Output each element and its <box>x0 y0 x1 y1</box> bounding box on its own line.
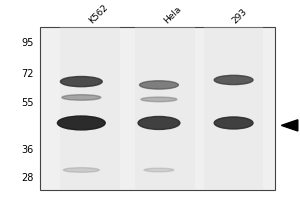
Ellipse shape <box>62 95 101 100</box>
Ellipse shape <box>63 168 99 172</box>
Polygon shape <box>281 120 298 131</box>
Ellipse shape <box>214 117 253 129</box>
Text: 72: 72 <box>21 69 34 79</box>
Ellipse shape <box>138 116 180 129</box>
Ellipse shape <box>144 168 174 172</box>
Text: 293: 293 <box>231 7 249 25</box>
Bar <box>204 27 263 190</box>
Ellipse shape <box>141 97 177 102</box>
Text: 36: 36 <box>21 145 34 155</box>
Bar <box>60 27 120 190</box>
Text: K562: K562 <box>87 3 110 25</box>
Ellipse shape <box>57 116 105 130</box>
Ellipse shape <box>214 75 253 85</box>
Text: Hela: Hela <box>162 4 183 25</box>
Text: 95: 95 <box>21 38 34 48</box>
Ellipse shape <box>140 81 178 89</box>
Text: 55: 55 <box>21 98 34 108</box>
Ellipse shape <box>60 76 102 87</box>
Text: 28: 28 <box>21 173 34 183</box>
Bar <box>135 27 195 190</box>
Bar <box>40 27 275 190</box>
